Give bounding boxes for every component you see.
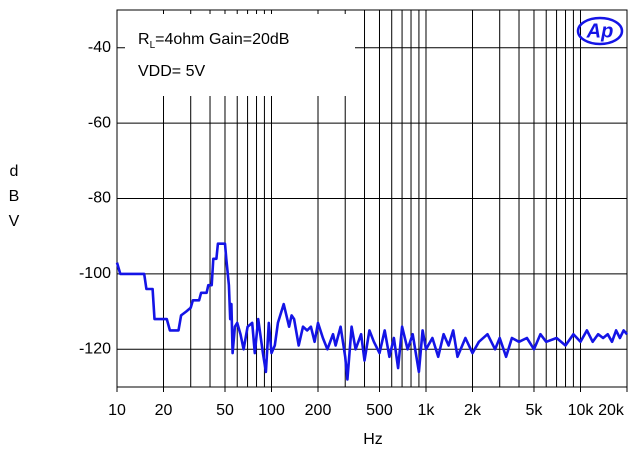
x-tick-label: 1k xyxy=(418,402,436,419)
x-label: Hz xyxy=(363,431,383,448)
y-tick-label: -100 xyxy=(79,265,111,282)
plot-frame xyxy=(116,9,628,388)
x-tick-label: 20 xyxy=(155,402,173,419)
data-layer xyxy=(115,242,628,381)
y-label: V xyxy=(9,213,20,230)
y-tick-label: -40 xyxy=(88,39,111,56)
y-tick-label: -60 xyxy=(88,114,111,131)
annotation-box xyxy=(125,14,355,96)
x-tick-label: 5k xyxy=(526,402,544,419)
x-tick-label: 10 xyxy=(108,402,126,419)
y-tick-label: -80 xyxy=(88,190,111,207)
y-label: d xyxy=(10,163,19,180)
data-line xyxy=(115,242,628,381)
x-tick-label: 20k xyxy=(598,402,625,419)
x-tick-label: 10k xyxy=(568,402,595,419)
x-tick-label: 200 xyxy=(305,402,332,419)
annotation-rest: =4ohm Gain=20dB xyxy=(155,31,289,48)
x-tick-label: 100 xyxy=(258,402,285,419)
annotation: RL=4ohm Gain=20dB xyxy=(138,31,289,50)
logo-ring xyxy=(576,16,624,46)
annotation-sub: L xyxy=(150,40,156,51)
y-label: B xyxy=(9,188,20,205)
logo: Ap xyxy=(586,20,614,42)
annotation-r: R xyxy=(138,31,150,48)
x-tick-label: 2k xyxy=(464,402,482,419)
x-tick-label: 500 xyxy=(366,402,393,419)
annotation2: VDD= 5V xyxy=(138,63,205,80)
x-tick-label: 50 xyxy=(216,402,234,419)
y-tick-label: -120 xyxy=(79,341,111,358)
